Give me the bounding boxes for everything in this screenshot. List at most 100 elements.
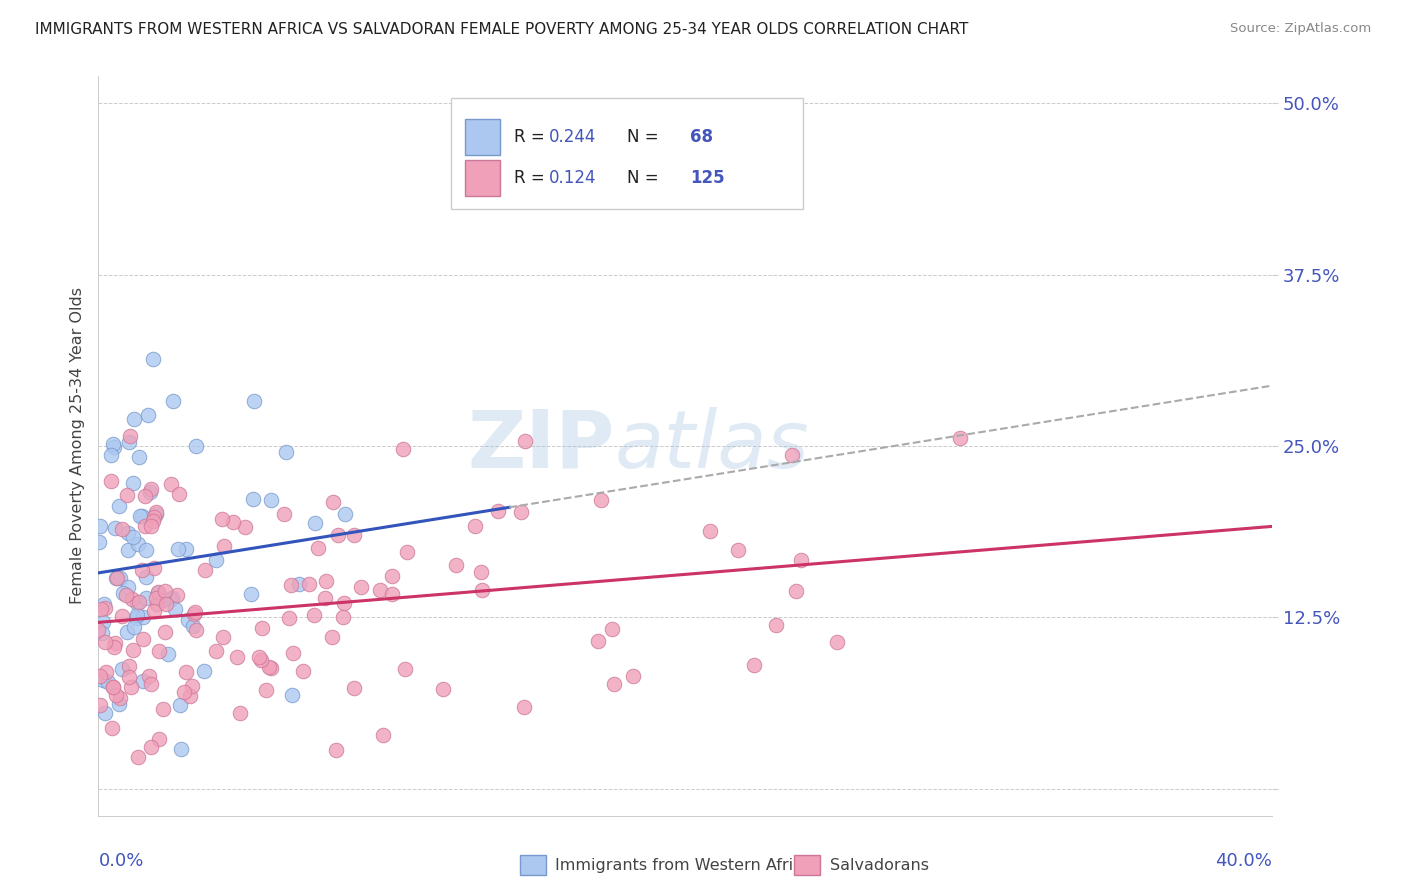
Point [273, 507, 295, 521]
Point [621, 669, 644, 683]
Text: Source: ZipAtlas.com: Source: ZipAtlas.com [1230, 22, 1371, 36]
Text: 40.0%: 40.0% [1216, 852, 1272, 870]
Text: Immigrants from Western Africa: Immigrants from Western Africa [555, 858, 813, 872]
Point [254, 683, 277, 698]
Point [470, 565, 492, 579]
Point [111, 608, 134, 623]
Text: R =: R = [515, 128, 550, 146]
Point [181, 619, 204, 633]
Point [432, 681, 454, 696]
Point [115, 624, 138, 639]
Point [229, 706, 252, 720]
Point [94, 665, 117, 680]
Point [186, 623, 208, 637]
Point [89, 698, 111, 712]
Point [827, 635, 849, 649]
Text: ZIP: ZIP [468, 407, 614, 485]
Point [280, 578, 302, 592]
Point [148, 584, 170, 599]
Point [281, 688, 304, 702]
Point [240, 587, 263, 601]
Point [120, 680, 142, 694]
Point [515, 434, 537, 448]
Point [108, 499, 131, 513]
Point [350, 580, 373, 594]
Point [115, 488, 138, 502]
Point [111, 586, 134, 600]
Point [145, 507, 167, 521]
Point [152, 593, 174, 607]
Point [242, 491, 264, 506]
Point [233, 520, 256, 534]
Point [104, 688, 127, 702]
Point [114, 588, 136, 602]
Point [744, 658, 766, 673]
Point [183, 607, 205, 621]
Point [89, 668, 111, 682]
Point [167, 542, 190, 557]
Point [211, 630, 233, 644]
Point [145, 591, 167, 605]
Point [103, 437, 125, 451]
Point [139, 519, 162, 533]
Point [128, 450, 150, 464]
Point [129, 509, 152, 524]
Point [315, 574, 337, 589]
Point [314, 591, 336, 605]
Point [117, 580, 139, 594]
Point [127, 537, 149, 551]
Point [332, 596, 354, 610]
Point [174, 542, 197, 557]
Point [160, 477, 183, 491]
Text: 68: 68 [690, 128, 713, 146]
Text: 0.244: 0.244 [550, 128, 596, 146]
Point [391, 442, 413, 456]
Point [588, 634, 610, 648]
Point [222, 515, 245, 529]
Point [142, 514, 165, 528]
Point [153, 625, 176, 640]
Point [101, 680, 124, 694]
Point [139, 484, 162, 499]
Point [118, 658, 141, 673]
Point [186, 439, 208, 453]
Point [226, 649, 249, 664]
Point [370, 582, 392, 597]
Text: Salvadorans: Salvadorans [830, 858, 928, 872]
Point [307, 541, 329, 555]
Point [127, 750, 149, 764]
Point [727, 543, 749, 558]
Point [177, 613, 200, 627]
Text: 0.0%: 0.0% [98, 852, 143, 870]
Point [132, 673, 155, 688]
Point [205, 553, 228, 567]
Text: 125: 125 [690, 169, 724, 187]
Point [111, 662, 134, 676]
Point [155, 584, 177, 599]
Point [180, 679, 202, 693]
Point [247, 650, 270, 665]
Point [148, 731, 170, 746]
Point [380, 568, 402, 582]
Point [120, 428, 142, 442]
Point [281, 646, 304, 660]
Point [321, 631, 343, 645]
Point [167, 486, 190, 500]
Point [396, 545, 419, 559]
Point [97, 675, 120, 690]
Point [135, 570, 157, 584]
Point [343, 681, 366, 696]
Point [91, 673, 114, 688]
Point [444, 558, 467, 573]
Text: N =: N = [627, 128, 664, 146]
Point [250, 621, 273, 635]
Point [141, 677, 163, 691]
Text: IMMIGRANTS FROM WESTERN AFRICA VS SALVADORAN FEMALE POVERTY AMONG 25-34 YEAR OLD: IMMIGRANTS FROM WESTERN AFRICA VS SALVAD… [35, 22, 969, 37]
Point [152, 701, 174, 715]
Point [194, 563, 217, 577]
Point [128, 595, 150, 609]
Point [471, 583, 494, 598]
Point [121, 530, 143, 544]
Point [179, 689, 201, 703]
Point [124, 620, 146, 634]
